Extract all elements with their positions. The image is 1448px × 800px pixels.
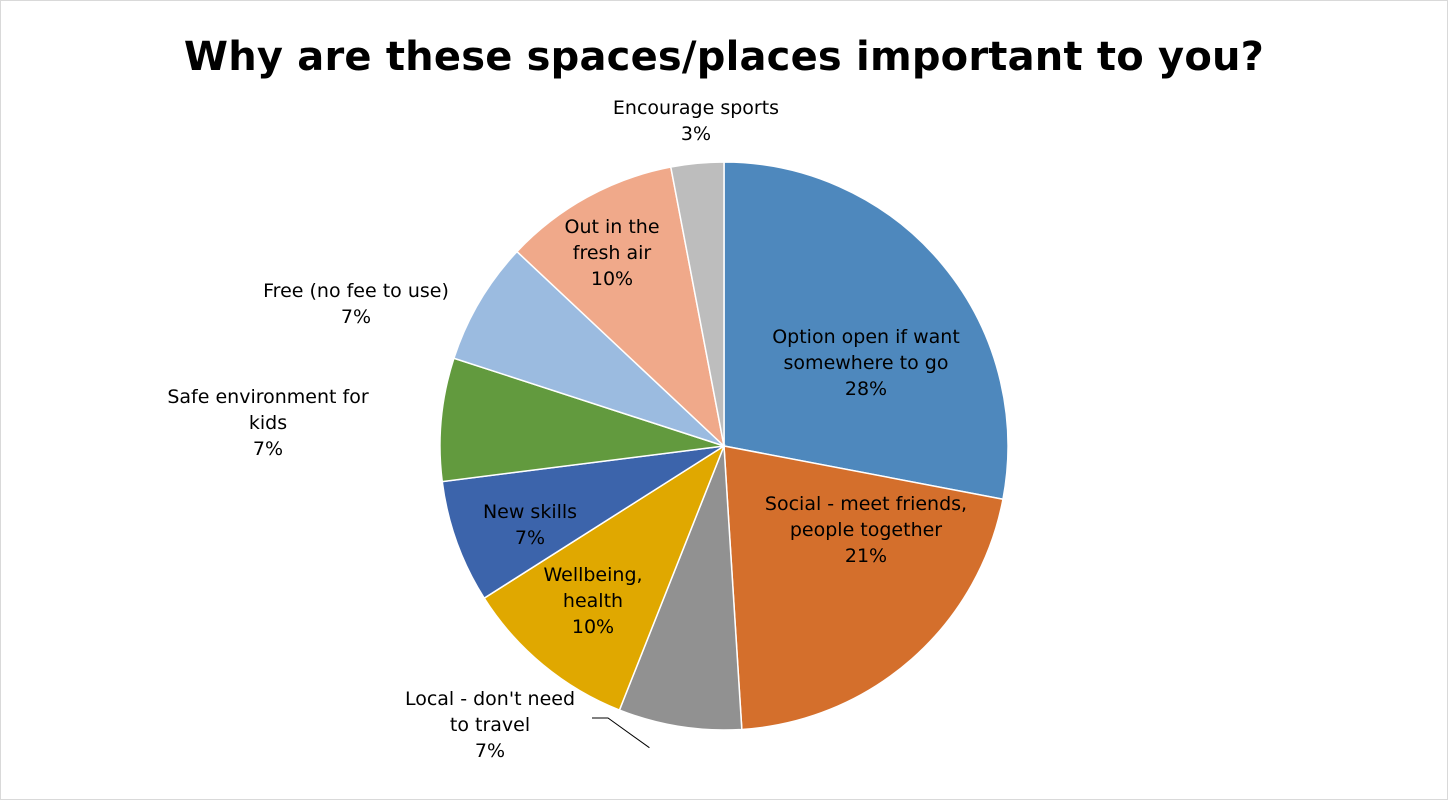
slice-label-line-0-0: Option open if want xyxy=(772,326,960,348)
pie-slice-4 xyxy=(441,445,725,600)
pie-slice-5 xyxy=(439,357,725,483)
slice-label-line-0-1: somewhere to go xyxy=(784,352,949,374)
slice-label-line-7-1: fresh air xyxy=(573,242,652,264)
slice-label-3: Wellbeing, health 10% xyxy=(543,564,642,638)
slice-label-2: Local - don't need to travel 7% xyxy=(405,688,575,762)
slice-percent-8: 3% xyxy=(681,123,711,145)
slice-percent-5: 7% xyxy=(253,438,283,460)
slice-label-6: Free (no fee to use) 7% xyxy=(263,280,449,328)
slice-label-4: New skills 7% xyxy=(483,501,577,549)
slice-percent-1: 21% xyxy=(845,545,887,567)
slice-label-5: Safe environment for kids 7% xyxy=(167,386,368,460)
slice-label-line-2-0: Local - don't need xyxy=(405,688,575,710)
chart-title: Why are these spaces/places important to… xyxy=(183,34,1265,80)
pie-slice-8 xyxy=(669,161,725,447)
slice-label-line-5-0: Safe environment for xyxy=(167,386,368,408)
pie-slice-1 xyxy=(723,445,1004,731)
pie-slice-3 xyxy=(483,444,726,712)
pie-slice-0 xyxy=(723,161,1009,501)
pie-slice-7 xyxy=(515,166,726,449)
leader-line-local xyxy=(592,717,650,749)
slice-percent-4: 7% xyxy=(515,527,545,549)
slice-label-line-3-1: health xyxy=(563,590,623,612)
slice-label-7: Out in the fresh air 10% xyxy=(564,216,659,290)
pie-slice-2 xyxy=(618,445,743,731)
slice-percent-3: 10% xyxy=(572,616,614,638)
slice-label-line-1-0: Social - meet friends, xyxy=(765,493,967,515)
slice-percent-6: 7% xyxy=(341,306,371,328)
slice-percent-0: 28% xyxy=(845,378,887,400)
slice-percent-2: 7% xyxy=(475,740,505,762)
slice-label-8: Encourage sports 3% xyxy=(613,97,779,145)
slice-percent-7: 10% xyxy=(591,268,633,290)
slice-label-line-6-0: Free (no fee to use) xyxy=(263,280,449,302)
slice-label-line-2-1: to travel xyxy=(450,714,530,736)
slice-label-line-5-1: kids xyxy=(249,412,287,434)
slice-label-line-8-0: Encourage sports xyxy=(613,97,779,119)
slice-label-1: Social - meet friends, people together 21% xyxy=(765,493,967,567)
pie-slice-6 xyxy=(452,250,725,447)
slice-label-0: Option open if want somewhere to go 28% xyxy=(772,326,960,400)
slice-label-line-7-0: Out in the xyxy=(564,216,659,238)
slice-label-line-3-0: Wellbeing, xyxy=(543,564,642,586)
slice-label-line-1-1: people together xyxy=(790,519,942,541)
slice-label-line-4-0: New skills xyxy=(483,501,577,523)
